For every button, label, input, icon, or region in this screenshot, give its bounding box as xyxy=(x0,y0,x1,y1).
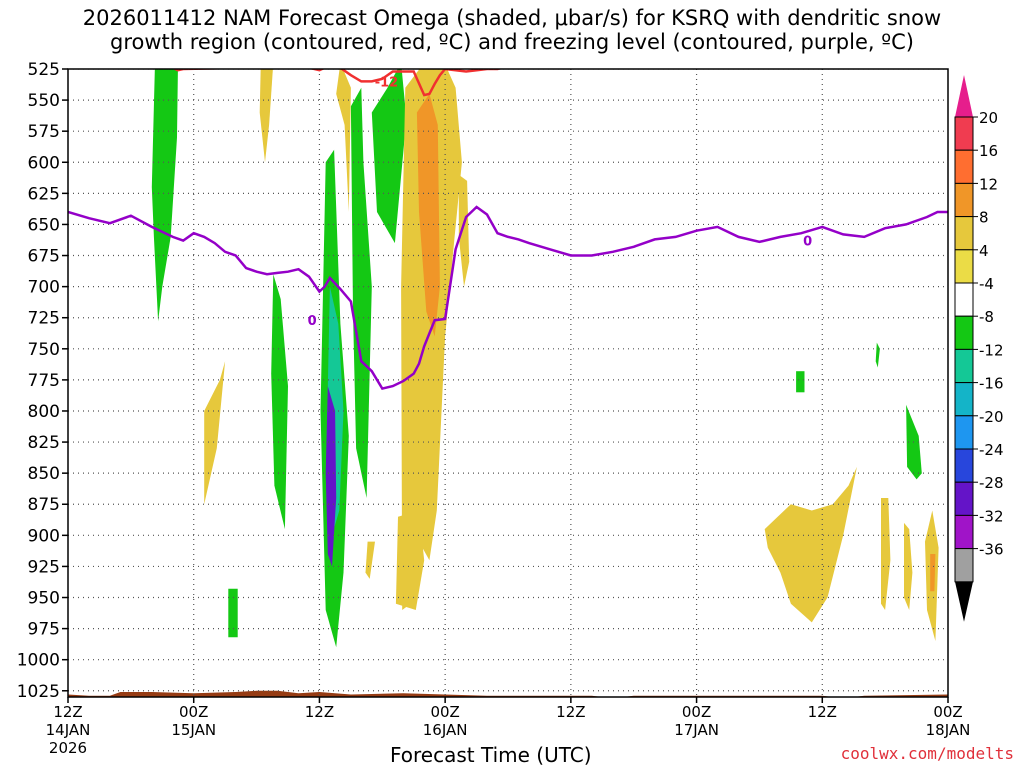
x-tick-label-0-0: 12Z xyxy=(53,703,82,721)
y-tick-label-775: 775 xyxy=(28,371,60,391)
colorbar-bin-10 xyxy=(954,448,974,483)
colorbar-label-6: -8 xyxy=(979,308,994,326)
omega-region-17 xyxy=(875,342,880,368)
omega-region-12 xyxy=(416,93,440,337)
colorbar-bin-11 xyxy=(954,481,974,516)
omega-region-14 xyxy=(395,510,425,610)
y-tick-label-800: 800 xyxy=(28,402,60,422)
colorbar-label-1: 16 xyxy=(979,142,998,160)
y-tick-label-625: 625 xyxy=(28,184,60,204)
colorbar-label-7: -12 xyxy=(979,341,1004,359)
freezing-level-label: 0 xyxy=(803,235,812,250)
plot-frame xyxy=(67,68,949,698)
colorbar-bin-5 xyxy=(954,282,974,317)
omega-region-2 xyxy=(204,361,226,505)
x-tick-label-84-1: 18JAN xyxy=(926,721,971,739)
colorbar-bottom-arrow xyxy=(955,581,973,622)
y-tick-label-825: 825 xyxy=(28,433,60,453)
dgz-label: -12 xyxy=(375,75,399,90)
colorbar-label-9: -20 xyxy=(979,408,1004,426)
y-tick-label-700: 700 xyxy=(28,278,60,298)
x-tick-label-12-0: 00Z xyxy=(179,703,208,721)
y-tick-label-525: 525 xyxy=(28,60,60,80)
y-tick-label-650: 650 xyxy=(28,215,60,235)
y-tick-label-600: 600 xyxy=(28,153,60,173)
colorbar-bin-13 xyxy=(954,548,974,583)
y-tick-label-950: 950 xyxy=(28,589,60,609)
x-tick-label-72-0: 12Z xyxy=(808,703,837,721)
chart-title-line-2: growth region (contoured, red, ºC) and f… xyxy=(110,30,914,54)
omega-region-19 xyxy=(764,466,857,623)
y-tick-label-1000: 1000 xyxy=(17,651,60,671)
omega-region-11 xyxy=(401,69,462,610)
omega-region-23 xyxy=(930,554,936,592)
colorbar-bin-1 xyxy=(954,149,974,184)
y-tick-label-675: 675 xyxy=(28,247,60,267)
omega-region-4 xyxy=(271,274,288,530)
x-tick-label-0-1: 14JAN xyxy=(46,721,91,739)
colorbar-bin-7 xyxy=(954,348,974,384)
x-tick-label-60-0: 00Z xyxy=(682,703,711,721)
x-tick-label-24-0: 12Z xyxy=(305,703,334,721)
y-tick-label-575: 575 xyxy=(28,122,60,142)
x-tick-label-12-1: 15JAN xyxy=(171,721,216,739)
y-tick-label-550: 550 xyxy=(28,91,60,111)
colorbar-label-3: 8 xyxy=(979,209,989,227)
y-tick-label-975: 975 xyxy=(28,620,60,640)
y-tick-label-850: 850 xyxy=(28,464,60,484)
colorbar-label-5: -4 xyxy=(979,275,994,293)
omega-region-15 xyxy=(365,541,375,579)
chart-title-line-1: 2026011412 NAM Forecast Omega (shaded, μ… xyxy=(82,6,942,30)
omega-region-8 xyxy=(336,69,351,212)
omega-region-9 xyxy=(350,87,372,498)
omega-region-13 xyxy=(458,174,470,287)
x-tick-label-36-0: 00Z xyxy=(430,703,459,721)
colorbar-label-11: -28 xyxy=(979,474,1004,492)
x-tick-label-48-0: 12Z xyxy=(556,703,585,721)
colorbar-label-4: 4 xyxy=(979,242,989,260)
omega-region-10 xyxy=(371,69,407,244)
plot-area: 0 0 -12 xyxy=(68,69,948,697)
y-tick-label-750: 750 xyxy=(28,340,60,360)
y-tick-label-875: 875 xyxy=(28,495,60,515)
omega-region-16 xyxy=(796,371,805,393)
colorbar-bin-4 xyxy=(954,249,974,284)
x-tick-label-84-0: 00Z xyxy=(933,703,962,721)
contour-0 xyxy=(68,205,948,391)
omega-region-7 xyxy=(325,386,337,567)
y-tick-label-900: 900 xyxy=(28,526,60,546)
y-tick-label-1025: 1025 xyxy=(17,682,60,702)
colorbar-label-2: 12 xyxy=(979,175,998,193)
x-tick-label-36-1: 16JAN xyxy=(423,721,468,739)
colorbar-bin-2 xyxy=(954,182,974,218)
colorbar: 20 16 12 8 4 -4 -8 -12 -16 -20 -24 -28 -32 -36 xyxy=(954,75,1004,622)
colorbar-label-10: -24 xyxy=(979,441,1004,459)
colorbar-bin-9 xyxy=(954,415,974,450)
colorbar-bin-6 xyxy=(954,315,974,350)
omega-region-20 xyxy=(881,498,891,610)
x-tick-label-0-2: 2026 xyxy=(49,739,87,757)
x-axis-title: Forecast Time (UTC) xyxy=(390,743,592,767)
omega-region-0 xyxy=(151,69,178,322)
surface-fill xyxy=(68,690,948,697)
colorbar-bin-12 xyxy=(954,514,974,550)
omega-region-3 xyxy=(228,588,238,638)
contour-1 xyxy=(172,69,503,97)
y-tick-label-925: 925 xyxy=(28,557,60,577)
colorbar-bin-8 xyxy=(954,382,974,417)
x-tick-label-60-1: 17JAN xyxy=(674,721,719,739)
y-tick-label-725: 725 xyxy=(28,309,60,329)
omega-region-1 xyxy=(259,69,273,163)
colorbar-label-13: -36 xyxy=(979,541,1004,559)
colorbar-label-8: -16 xyxy=(979,375,1004,393)
freezing-level-label-2: 0 xyxy=(308,314,317,329)
credit-text: coolwx.com/modelts xyxy=(840,744,1014,763)
colorbar-label-0: 20 xyxy=(979,109,998,127)
colorbar-top-arrow xyxy=(955,75,973,117)
colorbar-bin-0 xyxy=(954,116,974,151)
colorbar-label-12: -32 xyxy=(979,507,1004,525)
colorbar-bin-3 xyxy=(954,216,974,251)
